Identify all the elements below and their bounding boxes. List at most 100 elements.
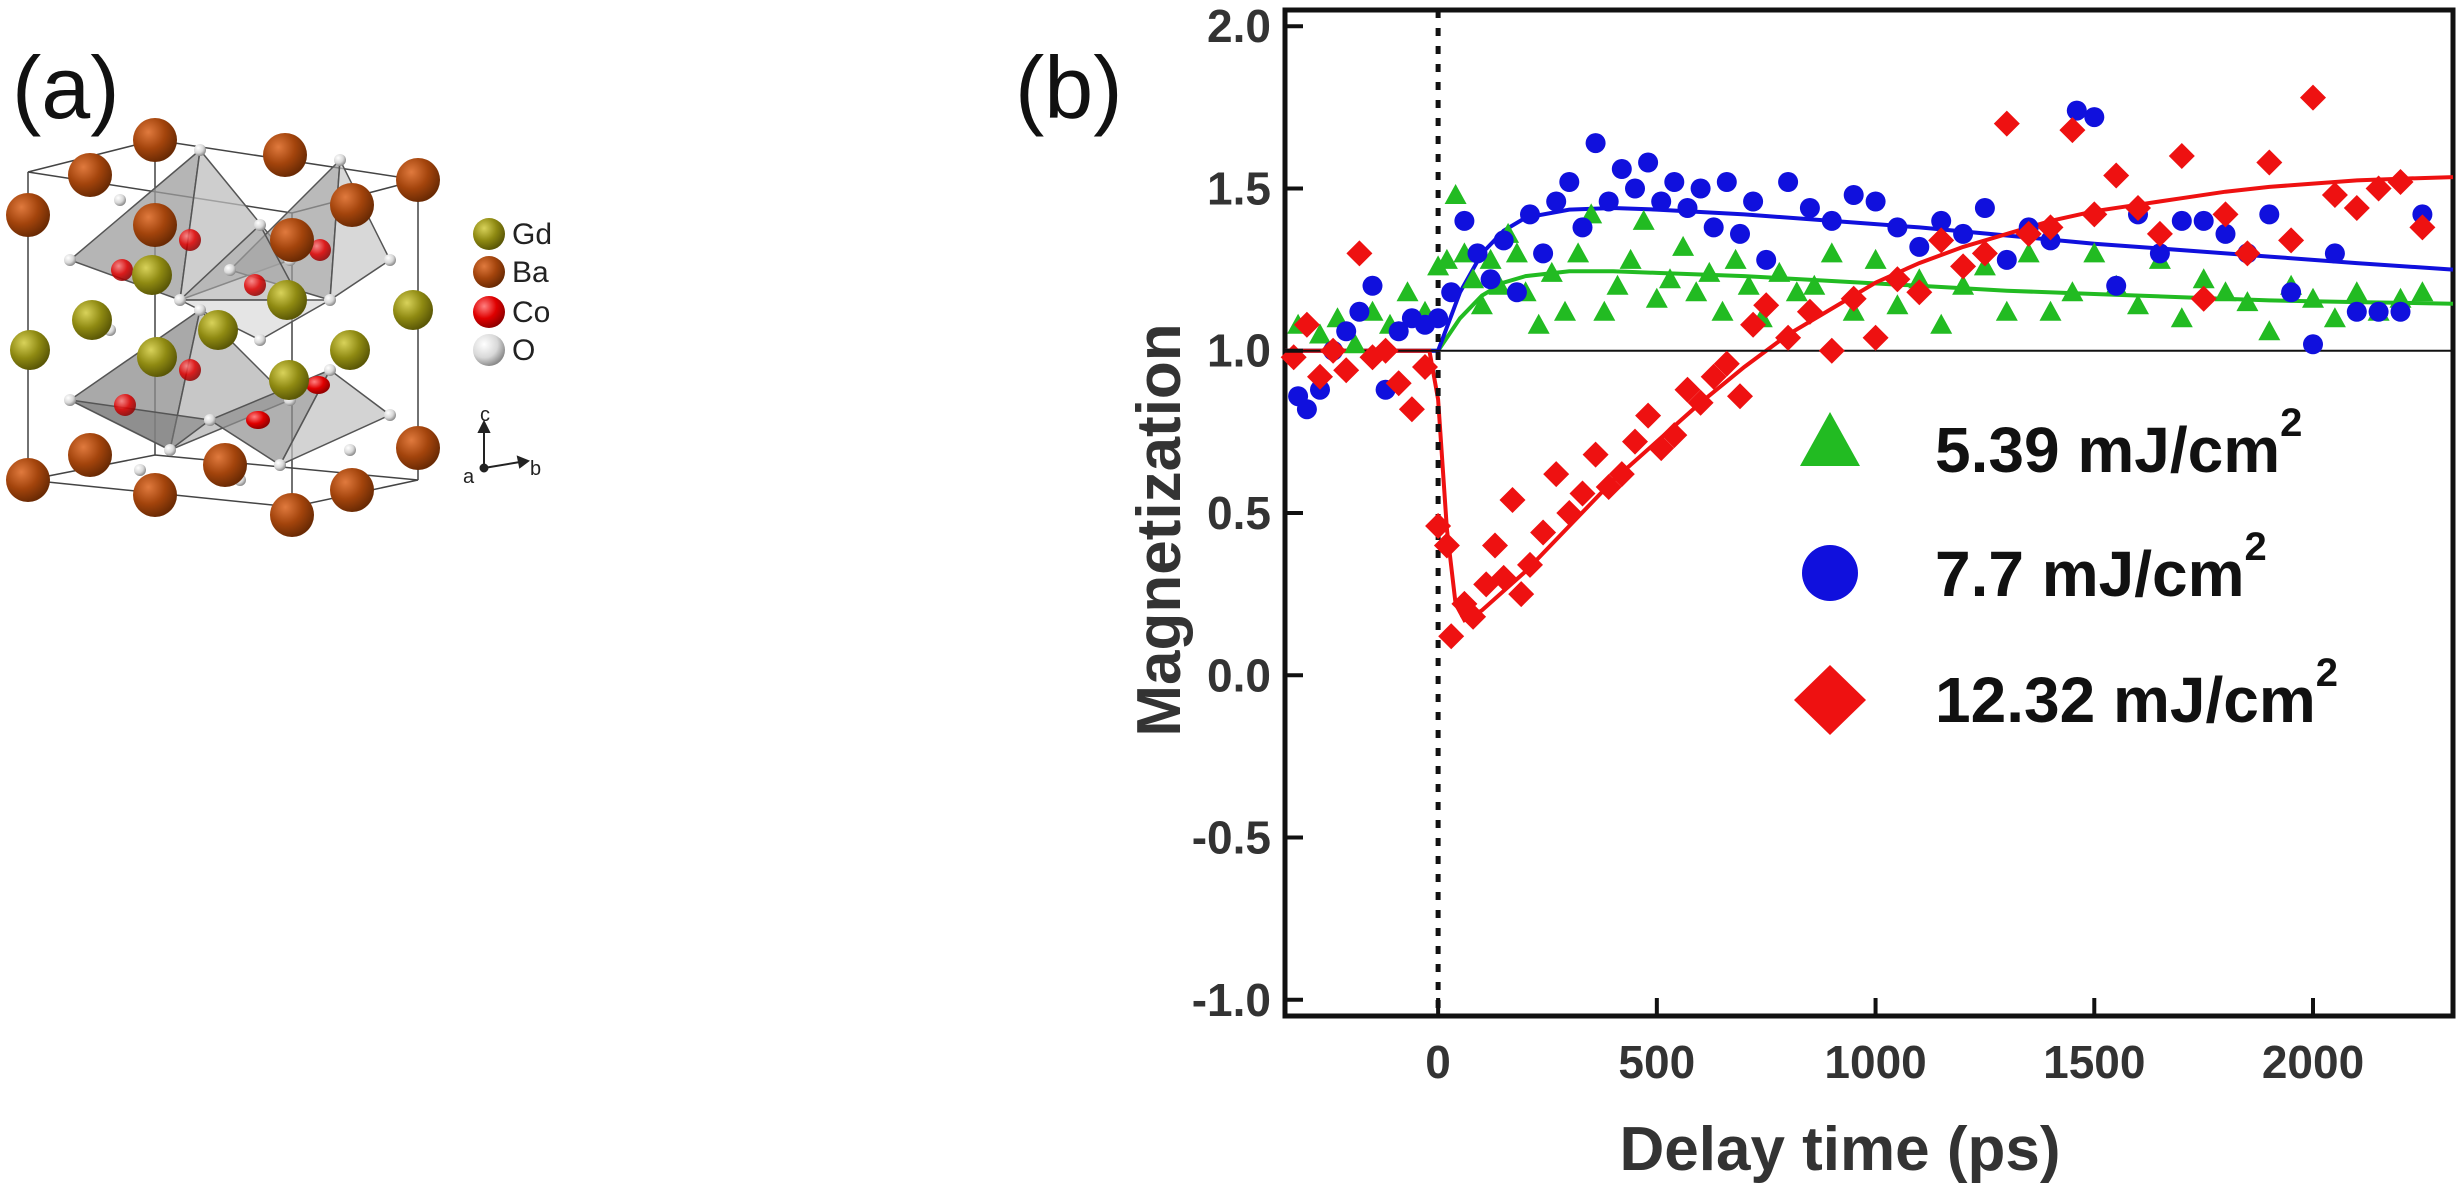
point-triangle-62: [2302, 287, 2324, 308]
point-diamond-20: [1508, 581, 1535, 608]
point-circle-28: [1651, 191, 1672, 212]
point-triangle-67: [2411, 281, 2434, 302]
o-legend-label: O: [512, 334, 535, 367]
panel-a: (a): [6, 38, 552, 537]
point-circle-29: [1664, 172, 1685, 192]
point-diamond-63: [2278, 227, 2305, 254]
point-triangle-19: [1527, 313, 1550, 334]
svg-text:12.32 mJ/cm2: 12.32 mJ/cm2: [1935, 651, 2338, 736]
point-diamond-50: [1993, 110, 2020, 137]
point-diamond-54: [2081, 201, 2108, 228]
point-circle-61: [2303, 334, 2323, 355]
point-diamond-1: [1293, 311, 1320, 338]
point-diamond-46: [1906, 279, 1933, 306]
point-circle-35: [1743, 191, 1764, 212]
x-tick-label-2: 1000: [1824, 1036, 1926, 1088]
point-diamond-25: [1569, 480, 1596, 507]
point-triangle-12: [1462, 268, 1485, 289]
point-triangle-31: [1685, 281, 1708, 302]
point-diamond-3: [1320, 337, 1347, 364]
x-axis-title: Delay time (ps): [1619, 1115, 2060, 1184]
gd-legend-label: Gd: [512, 218, 552, 251]
y-axis-title: Magnetization: [1125, 323, 1194, 736]
point-diamond-53: [2059, 117, 2086, 144]
point-circle-50: [2066, 100, 2087, 121]
point-triangle-15: [1488, 274, 1511, 295]
point-diamond-19: [1499, 487, 1526, 513]
point-circle-60: [2281, 282, 2302, 303]
point-circle-20: [1546, 191, 1567, 212]
panel-b: (b) 0 500 1000 1500 2000 -1.0 -0.5 0.0 0.5 1.0 1.5…: [1015, 0, 2456, 1184]
x-tick-label-1: 500: [1618, 1036, 1695, 1088]
point-triangle-60: [2258, 320, 2281, 341]
co-legend-marker: [473, 296, 505, 328]
point-circle-63: [2346, 301, 2367, 322]
point-diamond-43: [1840, 285, 1867, 312]
point-diamond-34: [1687, 389, 1714, 416]
point-diamond-67: [2365, 175, 2392, 202]
point-diamond-55: [2103, 162, 2130, 189]
point-circle-36: [1756, 249, 1777, 270]
point-circle-11: [1428, 308, 1449, 329]
point-diamond-38: [1740, 311, 1767, 338]
reference-lines: [1285, 10, 2453, 1016]
point-triangle-29: [1659, 268, 1681, 289]
point-triangle-21: [1554, 300, 1576, 321]
point-diamond-8: [1385, 370, 1412, 397]
point-diamond-2: [1307, 363, 1333, 390]
point-triangle-51: [2061, 281, 2084, 302]
point-diamond-61: [2234, 240, 2261, 267]
point-circle-44: [1931, 210, 1952, 231]
y-tick-label-4: 1.0: [1207, 325, 1271, 377]
barium-atoms: [6, 118, 440, 537]
point-triangle-40: [1820, 242, 1843, 263]
point-triangle-28: [1645, 287, 1668, 308]
point-diamond-26: [1582, 441, 1609, 468]
point-triangle-50: [2039, 300, 2062, 321]
point-diamond-57: [2146, 220, 2173, 247]
point-diamond-21: [1517, 551, 1543, 578]
y-tick-label-2: 0.0: [1207, 649, 1271, 701]
point-triangle-59: [2236, 291, 2259, 312]
point-triangle-32: [1698, 261, 1721, 282]
point-triangle-56: [2170, 307, 2193, 328]
point-triangle-43: [1886, 294, 1909, 315]
cobalt-atoms: [111, 229, 331, 429]
point-circle-12: [1441, 282, 1462, 303]
point-triangle-63: [2323, 307, 2346, 328]
point-triangle-49: [2017, 242, 2040, 263]
legend-marker-circle: [1802, 545, 1858, 601]
point-triangle-13: [1470, 294, 1493, 315]
fit-curves: [1285, 175, 2454, 623]
chart-legend: 5.39 mJ/cm2 7.7 mJ/cm2 12.32 mJ/cm2: [1794, 401, 2338, 736]
point-circle-52: [2106, 275, 2127, 296]
legend-marker-triangle: [1800, 412, 1860, 466]
point-diamond-68: [2387, 169, 2414, 195]
point-circle-64: [2368, 301, 2389, 322]
point-triangle-9: [1435, 248, 1458, 269]
point-triangle-34: [1724, 248, 1747, 269]
point-diamond-42: [1818, 337, 1845, 364]
point-circle-30: [1677, 198, 1698, 218]
point-circle-56: [2193, 210, 2214, 231]
point-triangle-58: [2214, 281, 2237, 302]
point-diamond-37: [1727, 383, 1753, 410]
point-triangle-35: [1737, 274, 1760, 295]
legend-sup-5-39: 2: [2280, 401, 2302, 445]
element-legend: Gd Ba Co O: [473, 218, 552, 367]
point-diamond-15: [1460, 603, 1487, 630]
point-triangle-10: [1444, 184, 1467, 204]
point-diamond-35: [1700, 363, 1727, 390]
point-circle-65: [2390, 301, 2411, 322]
point-diamond-33: [1674, 376, 1701, 403]
panel-a-label: (a): [12, 38, 120, 137]
point-circle-45: [1953, 223, 1974, 244]
point-diamond-66: [2343, 195, 2370, 221]
point-diamond-65: [2321, 182, 2348, 208]
axis-label-b: b: [530, 458, 541, 480]
axis-label-c: c: [480, 404, 490, 426]
data-markers: [1280, 84, 2436, 650]
legend-marker-diamond: [1794, 665, 1866, 735]
point-circle-18: [1520, 204, 1540, 225]
legend-label-5-39: 5.39 mJ/cm: [1935, 414, 2280, 486]
